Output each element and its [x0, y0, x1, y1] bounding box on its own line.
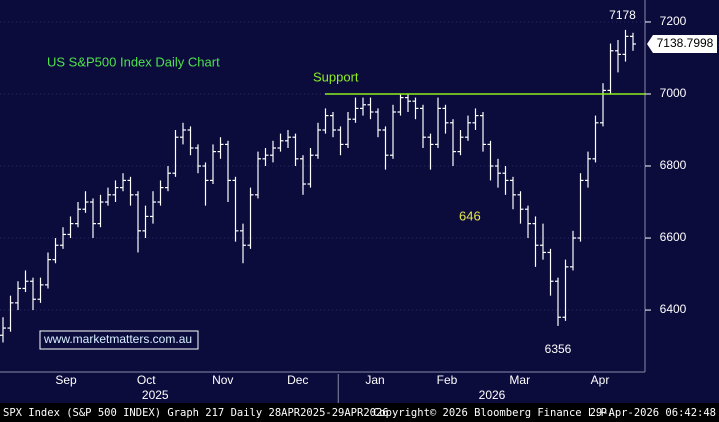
- x-tick-label: Oct: [137, 373, 156, 387]
- x-tick-label: Jan: [365, 373, 384, 387]
- footer-right: 29-Apr-2026 06:42:48: [590, 407, 716, 419]
- footer-bar: [0, 403, 719, 422]
- high-label: 7178: [609, 8, 636, 22]
- x-tick-label: Mar: [509, 373, 530, 387]
- last-price-label: 7138.7998: [657, 36, 714, 50]
- x-tick-label: Feb: [437, 373, 458, 387]
- chart-title: US S&P500 Index Daily Chart: [47, 54, 220, 69]
- year-label: 2025: [142, 388, 169, 402]
- y-tick-label: 6800: [660, 158, 687, 172]
- x-tick-label: Apr: [591, 373, 610, 387]
- url: www.marketmatters.com.au: [43, 332, 192, 346]
- x-tick-label: Sep: [55, 373, 77, 387]
- y-tick-label: 6400: [660, 302, 687, 316]
- footer-left: SPX Index (S&P 500 INDEX) Graph 217 Dail…: [3, 407, 389, 419]
- x-tick-label: Dec: [287, 373, 308, 387]
- year-label: 2026: [479, 388, 506, 402]
- support-label: Support: [313, 69, 359, 84]
- annotation: 646: [459, 208, 481, 223]
- x-tick-label: Nov: [212, 373, 233, 387]
- y-tick-label: 7000: [660, 86, 687, 100]
- last-price-box: [647, 35, 717, 54]
- footer-center: Copyright© 2026 Bloomberg Finance L.P.: [373, 407, 613, 419]
- url-box: [39, 330, 199, 350]
- low-label: 6356: [545, 342, 572, 356]
- y-tick-label: 6600: [660, 230, 687, 244]
- y-tick-label: 7200: [660, 14, 687, 28]
